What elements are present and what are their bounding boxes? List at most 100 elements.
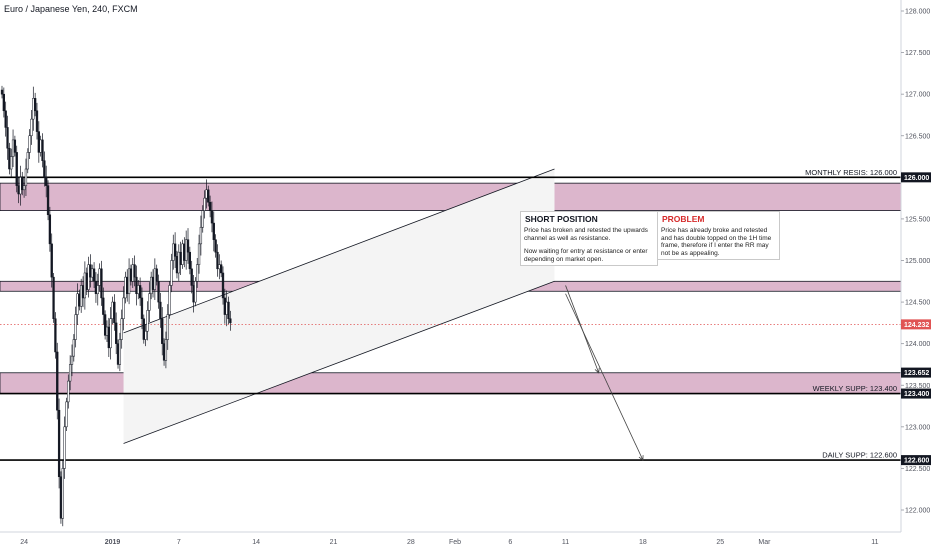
candle-body-91 — [168, 285, 171, 315]
candle-body-28 — [52, 276, 55, 319]
projection-arrowhead-1 — [638, 455, 644, 461]
projection-arrowhead-0 — [594, 367, 600, 374]
candle-body-15 — [28, 135, 31, 153]
candle-body-88 — [162, 343, 166, 361]
candle-body-79 — [146, 310, 149, 332]
y-tick-label-3: 123.500 — [905, 383, 930, 390]
price-label-2: 123.652 — [904, 370, 929, 377]
candle-body-73 — [135, 276, 138, 295]
candle-body-48 — [89, 264, 92, 278]
level-label-0: MONTHLY RESIS: 126.000 — [805, 168, 897, 177]
price-label-1: 124.232 — [904, 322, 929, 329]
y-tick-label-9: 126.500 — [905, 133, 930, 140]
candle-body-75 — [138, 285, 142, 299]
level-label-2: DAILY SUPP: 122.600 — [822, 451, 897, 460]
channel-lower-line — [123, 280, 555, 444]
x-tick-label-2: 7 — [177, 539, 181, 546]
candle-body-40 — [74, 314, 77, 340]
candle-body-114 — [210, 210, 214, 224]
candle-body-11 — [21, 177, 24, 191]
candle-body-67 — [124, 276, 127, 299]
candle-body-26 — [48, 214, 52, 245]
candle-body-55 — [102, 297, 105, 315]
candle-body-86 — [159, 301, 162, 319]
candle-body-1 — [2, 93, 5, 112]
candle-body-78 — [144, 330, 147, 340]
candle-body-65 — [120, 318, 123, 340]
candle-body-56 — [103, 314, 107, 336]
candle-body-62 — [115, 322, 118, 344]
candle-body-35 — [65, 401, 68, 428]
candle-body-68 — [126, 276, 129, 295]
candle-body-80 — [148, 293, 151, 311]
candle-body-39 — [72, 339, 75, 357]
candle-body-53 — [98, 268, 101, 286]
candle-body-10 — [19, 177, 22, 195]
candle-body-82 — [151, 276, 155, 290]
candle-body-113 — [208, 202, 212, 211]
candle-body-99 — [183, 243, 186, 261]
candle-body-84 — [155, 268, 158, 282]
candle-body-71 — [131, 264, 134, 282]
candle-body-90 — [166, 314, 169, 340]
candle-body-105 — [194, 281, 197, 303]
zone-0 — [0, 182, 901, 211]
x-tick-label-5: 28 — [407, 539, 415, 546]
candle-body-92 — [170, 260, 173, 286]
candle-body-121 — [223, 297, 226, 315]
price-label-bg-1 — [901, 319, 931, 330]
y-tick-label-4: 124.000 — [905, 341, 930, 348]
candle-body-98 — [181, 243, 184, 265]
y-tick-label-1: 122.500 — [905, 466, 930, 473]
candle-body-42 — [78, 293, 81, 307]
candle-body-108 — [199, 226, 203, 245]
candle-body-122 — [225, 301, 228, 315]
candle-body-14 — [26, 152, 29, 170]
candle-body-61 — [113, 301, 116, 324]
price-label-bg-4 — [901, 455, 931, 466]
y-tick-label-0: 122.000 — [905, 508, 930, 515]
candle-body-37 — [68, 364, 72, 382]
candle-body-3 — [6, 127, 9, 149]
candle-body-32 — [59, 476, 63, 519]
x-tick-label-4: 21 — [330, 539, 338, 546]
price-label-4: 122.600 — [904, 458, 929, 465]
candle-body-30 — [56, 351, 59, 411]
x-tick-label-7: 6 — [508, 539, 512, 546]
candle-body-46 — [85, 272, 88, 290]
candle-body-110 — [203, 197, 206, 211]
candle-body-97 — [179, 251, 182, 265]
y-tick-label-2: 123.000 — [905, 424, 930, 431]
x-tick-label-8: 11 — [562, 539, 569, 546]
candle-body-41 — [76, 293, 79, 315]
price-label-0: 126.000 — [904, 175, 929, 182]
short-position-text-2: Now waiting for entry at resistance or e… — [524, 248, 648, 263]
candle-body-0 — [0, 89, 4, 95]
candle-body-16 — [30, 118, 33, 137]
x-tick-label-3: 14 — [252, 539, 260, 546]
candle-body-74 — [137, 285, 140, 295]
problem-text: Price has already broke and retested and… — [661, 227, 772, 257]
candle-body-31 — [57, 409, 61, 477]
level-label-1: WEEKLY SUPP: 123.400 — [813, 384, 897, 393]
plot-area — [0, 85, 901, 527]
candle-body-58 — [107, 326, 110, 349]
candle-body-36 — [67, 380, 70, 403]
problem-title: PROBLEM — [662, 214, 705, 224]
price-label-bg-3 — [901, 388, 931, 399]
candle-body-69 — [127, 268, 131, 295]
candle-body-103 — [190, 268, 193, 286]
candle-body-87 — [161, 318, 164, 344]
short-position-text-1: Price has broken and retested the upward… — [524, 227, 648, 242]
candle-body-59 — [109, 318, 112, 349]
candle-body-5 — [10, 156, 13, 170]
x-tick-label-0: 24 — [20, 539, 28, 546]
x-tick-label-9: 18 — [639, 539, 647, 546]
candle-body-95 — [175, 256, 179, 274]
projection-line-1 — [565, 293, 644, 461]
candle-body-119 — [220, 264, 223, 274]
candle-body-77 — [142, 318, 145, 340]
candle-body-19 — [35, 110, 39, 132]
candle-body-116 — [214, 239, 217, 253]
